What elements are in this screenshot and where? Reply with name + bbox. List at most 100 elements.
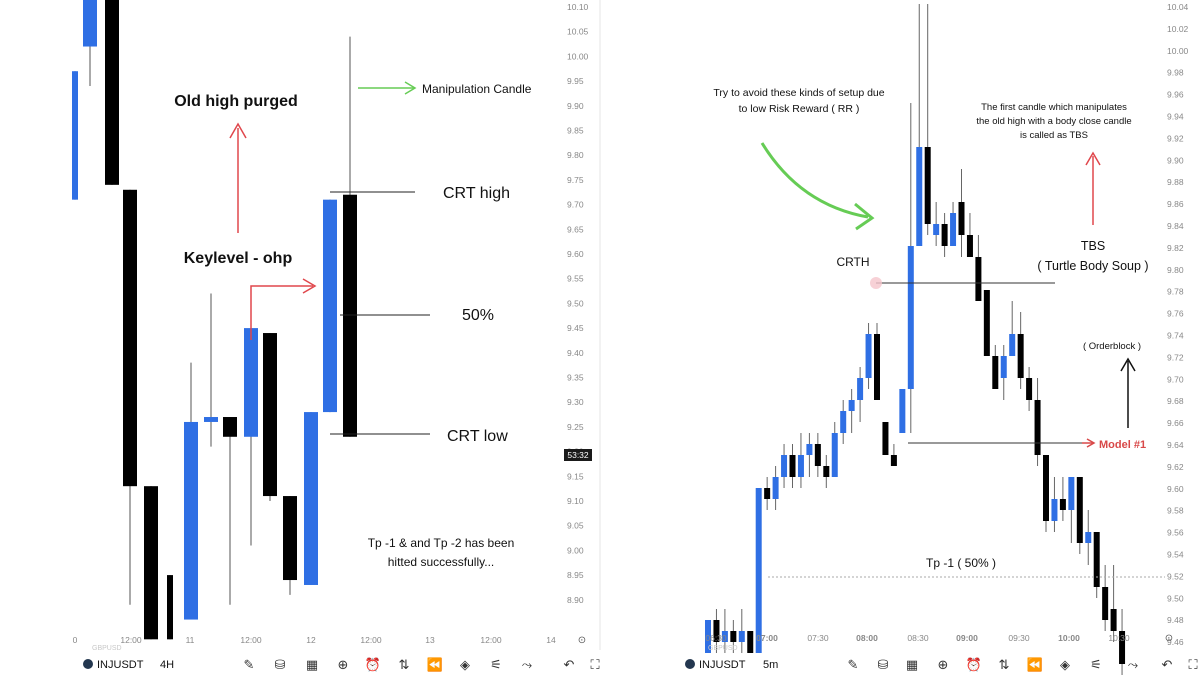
x-tick-label: 10:30 (1108, 633, 1130, 643)
candle-body (167, 575, 173, 640)
x-tick-label: 08:30 (907, 633, 929, 643)
candle-body (323, 199, 337, 413)
candle-type-icon: ⇅ (999, 657, 1010, 672)
price-badge (564, 449, 592, 461)
red-right-arrow (250, 285, 313, 340)
model-arrowhead (1086, 438, 1096, 448)
candle-body (899, 389, 906, 433)
y-tick-label: 9.70 (567, 200, 584, 210)
candle-body (890, 455, 897, 466)
candle-body (1000, 356, 1007, 378)
candle-body (772, 477, 779, 499)
y-tick-label: 9.25 (567, 422, 584, 432)
x-tick-label: 10:00 (1058, 633, 1080, 643)
candle-body (1102, 587, 1109, 620)
annotation-tbs-full: ( Turtle Body Soup ) (1037, 259, 1148, 273)
candle-body (263, 333, 277, 497)
x-tick-label: 09:00 (956, 633, 978, 643)
fullscreen-icon: ⛶ (1187, 657, 1198, 672)
candle-body (806, 444, 813, 455)
y-tick-label: 9.94 (1167, 112, 1184, 122)
candle-body (123, 189, 137, 487)
y-tick-label: 9.15 (567, 471, 584, 481)
annotation-note-line1: Try to avoid these kinds of setup due (713, 87, 884, 99)
y-tick-label: 10.10 (567, 2, 589, 12)
symbol-label: INJUSDT (699, 659, 746, 671)
candle-body (797, 455, 804, 477)
x-tick-label: 14 (546, 635, 556, 645)
candle-body (764, 488, 771, 499)
settings-icon: ⊙ (1165, 633, 1173, 644)
x-tick-label: 12:00 (480, 635, 502, 645)
y-tick-label: 9.65 (567, 224, 584, 234)
y-tick-label: 9.50 (1167, 593, 1184, 603)
y-tick-label: 9.68 (1167, 396, 1184, 406)
indicators-icon: ⛁ (275, 657, 286, 672)
y-tick-label: 9.60 (567, 249, 584, 259)
candle-body (1026, 378, 1033, 400)
candle-body (882, 422, 889, 455)
candle-body (72, 71, 78, 200)
candle-body (1017, 334, 1024, 378)
compare-icon: ⤳ (1128, 657, 1139, 672)
candle-body (975, 257, 982, 301)
settings-sliders-icon: ⚟ (490, 657, 502, 672)
draw-icon: ✎ (244, 657, 255, 672)
candle-body (907, 246, 914, 389)
y-tick-label: 9.80 (1167, 265, 1184, 275)
annotation-fifty: 50% (462, 307, 494, 324)
x-tick-label: 06:30 (705, 633, 727, 643)
crth-marker (870, 277, 882, 289)
candle-body (343, 194, 357, 437)
candle-body (857, 378, 864, 400)
candle-body (705, 620, 711, 653)
black-up-arrowhead (1120, 357, 1136, 372)
candle-body (283, 496, 297, 581)
annotation-tp-line1: Tp -1 & and Tp -2 has been (368, 536, 515, 550)
candle-body (730, 631, 737, 642)
candle-body (1076, 477, 1083, 543)
y-tick-label: 9.52 (1167, 571, 1184, 581)
candle-body (713, 620, 720, 642)
y-tick-label: 9.10 (567, 496, 584, 506)
red-up-arrowhead (1085, 151, 1101, 166)
undo-icon: ↶ (564, 657, 575, 672)
x-tick-label: 12:00 (120, 635, 142, 645)
candle-body (144, 486, 158, 640)
candle-body (831, 433, 838, 477)
y-tick-label: 9.96 (1167, 90, 1184, 100)
candle-body (848, 400, 855, 411)
settings-icon: ⊙ (578, 635, 586, 646)
y-tick-label: 8.95 (567, 570, 584, 580)
candle-body (1009, 334, 1016, 356)
candle-body (814, 444, 821, 466)
y-tick-label: 9.46 (1167, 637, 1184, 647)
candle-body (304, 412, 318, 585)
candle-body (1051, 499, 1058, 521)
y-tick-label: 9.54 (1167, 550, 1184, 560)
y-tick-label: 9.62 (1167, 462, 1184, 472)
candle-body (244, 328, 258, 437)
annotation-tbs-desc2: the old high with a body close candle (976, 116, 1131, 127)
y-tick-label: 9.95 (567, 76, 584, 86)
annotation-tp: Tp -1 ( 50% ) (926, 556, 996, 570)
x-tick-label: 07:30 (807, 633, 829, 643)
x-tick-label: 11 (186, 635, 195, 645)
y-tick-label: 9.05 (567, 521, 584, 531)
add-icon: ⊕ (938, 657, 949, 672)
candle-body (950, 213, 957, 246)
candle-body (1068, 477, 1075, 510)
y-tick-label: 9.58 (1167, 506, 1184, 516)
grid-icon: ▦ (306, 657, 318, 672)
y-tick-label: 9.45 (567, 323, 584, 333)
y-tick-label: 9.50 (567, 298, 584, 308)
candle-body (1085, 532, 1092, 543)
fullscreen-icon: ⛶ (589, 657, 600, 672)
candle-body (992, 356, 999, 389)
secondary-symbol: GBPUSD (92, 645, 122, 652)
x-tick-label: 12 (306, 635, 316, 645)
candle-body (865, 334, 872, 378)
y-tick-label: 9.90 (567, 101, 584, 111)
